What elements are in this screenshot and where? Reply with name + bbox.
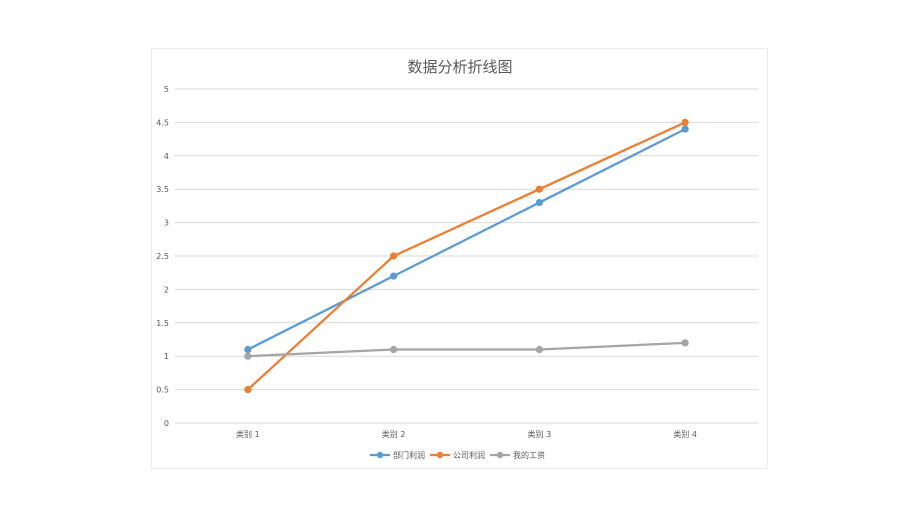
legend-marker [436,451,444,459]
y-tick-label: 2 [164,285,169,294]
x-tick-label: 类别 3 [528,429,552,439]
chart-card [151,48,768,469]
y-tick-label: 1.5 [156,319,169,328]
x-tick-label: 类别 4 [673,429,697,439]
gridlines [175,88,758,424]
legend-label: 部门利润 [393,450,425,460]
data-point [535,345,543,354]
data-point [681,339,689,347]
series-group [244,118,689,394]
series-line [246,127,687,351]
y-tick-label: 2.5 [156,252,169,261]
legend-marker [496,451,504,459]
series-line [246,121,687,391]
data-point [390,272,398,280]
data-point [681,118,689,126]
series-line [246,341,687,358]
legend-marker [376,451,384,459]
y-tick-label: 4.5 [156,118,169,127]
x-axis: 类别 1 类别 2 类别 3 类别 4 [236,429,697,439]
x-tick-label: 类别 2 [382,429,406,439]
legend-label: 公司利润 [453,450,485,460]
data-point [535,198,543,207]
data-point [244,352,252,360]
y-tick-label: 3.5 [156,185,169,194]
data-point [390,345,398,354]
y-tick-label: 0 [164,419,169,428]
y-tick-label: 1 [164,352,169,361]
data-point [535,185,543,193]
y-tick-label: 3 [164,219,169,228]
chart-title: 数据分析折线图 [407,58,512,76]
data-point [244,345,252,354]
y-tick-label: 5 [164,85,169,94]
y-axis: 0 0.5 1 1.5 2 2.5 3 3.5 4 4.5 5 [156,85,169,428]
data-point [681,125,689,133]
legend-label: 我的工资 [513,450,545,460]
legend: 部门利润 公司利润 我的工资 [370,450,545,460]
y-tick-label: 4 [164,152,169,161]
y-tick-label: 0.5 [156,386,169,395]
data-point [390,252,398,260]
data-point [244,386,252,394]
x-tick-label: 类别 1 [236,429,260,439]
